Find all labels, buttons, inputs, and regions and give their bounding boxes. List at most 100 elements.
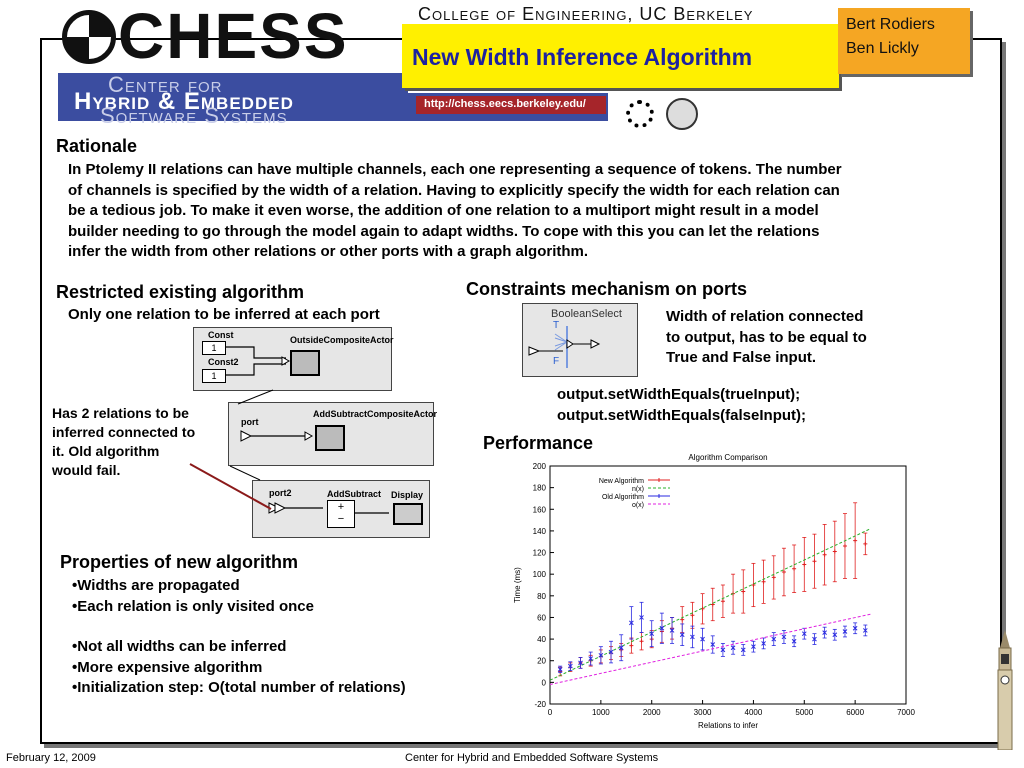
rationale-text: In Ptolemy II relations can have multipl… [68, 160, 968, 263]
data-point [832, 632, 838, 638]
y-tick-label: 120 [533, 549, 547, 558]
const-actor: 1 [202, 341, 226, 355]
data-point [812, 559, 817, 564]
chess-logo-icon [62, 10, 116, 64]
chart-title: Algorithm Comparison [688, 453, 767, 462]
plus-sign: + [337, 501, 345, 513]
data-point [608, 649, 614, 655]
restricted-heading: Restricted existing algorithm [56, 282, 305, 302]
center-name-line3: Software Systems [100, 103, 288, 128]
campanile-tower-icon [997, 630, 1013, 750]
x-tick-label: 4000 [745, 708, 763, 717]
chess-url-link[interactable]: http://chess.eecs.berkeley.edu/ [424, 98, 586, 110]
rationale-line: be a tedious job. To make it even worse,… [68, 202, 819, 219]
data-point [781, 634, 787, 640]
desc-line: to output, has to be equal to [666, 328, 867, 346]
footer-center: Center for Hybrid and Embedded Software … [405, 752, 659, 764]
url-bar [416, 96, 606, 114]
rationale-line: of channels is specified by the width of… [68, 181, 840, 199]
y-axis-label: Time (ms) [513, 567, 522, 603]
y-tick-label: 100 [533, 570, 547, 579]
data-point [690, 613, 695, 618]
data-point [690, 634, 695, 640]
data-point [679, 632, 685, 638]
x-tick-label: 3000 [694, 708, 712, 717]
data-point [761, 641, 766, 646]
addsubtract-actor: + − [327, 500, 355, 528]
y-tick-label: 0 [542, 678, 547, 687]
addsubtract-label: AddSubtract [327, 489, 381, 499]
list-item: •Each relation is only visited once [72, 597, 314, 615]
data-point [730, 645, 736, 651]
list-item: •Initialization step: O(total number of … [72, 679, 406, 696]
data-point [639, 639, 644, 644]
const2-label: Const2 [208, 357, 239, 367]
data-point [832, 549, 837, 554]
data-point [578, 660, 583, 666]
data-point [792, 566, 797, 571]
constraints-code: output.setWidthEquals(trueInput); output… [557, 385, 806, 426]
properties-heading: Properties of new algorithm [60, 552, 299, 572]
data-point [649, 631, 655, 637]
const-label: Const [208, 330, 234, 340]
connection-lines [268, 502, 389, 514]
data-point [863, 541, 868, 546]
false-port-label: F [553, 356, 560, 367]
list-item: •Widths are propagated [72, 577, 240, 594]
inner-model-diagram: port2 AddSubtract Display + − [252, 480, 430, 538]
rationale-line: In Ptolemy II relations can have multipl… [68, 161, 842, 178]
data-point [700, 636, 705, 642]
constraints-heading: Constraints mechanism on ports [466, 279, 748, 299]
display-actor-icon [393, 503, 423, 525]
code-line: output.setWidthEquals(trueInput); [557, 386, 801, 403]
data-point [720, 599, 725, 604]
connection-lines [240, 430, 314, 442]
gear-seal-icon [626, 100, 654, 128]
data-point [771, 636, 777, 642]
author-name: Ben Lickly [846, 40, 919, 57]
x-axis-label: Relations to infer [698, 721, 758, 730]
author-name: Bert Rodiers [846, 16, 935, 33]
legend-label: New Algorithm [599, 478, 644, 485]
legend-label: n(x) [632, 486, 644, 493]
performance-heading: Performance [483, 433, 594, 453]
data-point [751, 644, 756, 650]
data-point [852, 625, 858, 631]
connection-lines [225, 346, 291, 376]
y-tick-label: 140 [533, 527, 547, 536]
data-point [761, 579, 766, 584]
data-point [781, 570, 786, 575]
y-tick-label: 60 [537, 613, 546, 622]
data-point [629, 620, 634, 626]
outside-composite-diagram: Const 1 Const2 1 OutsideCompositeActor [193, 327, 394, 391]
booleanselect-ports [528, 326, 601, 368]
x-tick-label: 7000 [897, 708, 915, 717]
old-algorithm-note: Has 2 relations to be inferred connected… [52, 404, 195, 480]
display-label: Display [391, 490, 424, 500]
note-line: it. Old algorithm [52, 443, 160, 459]
outside-composite-label: OutsideCompositeActor [290, 335, 394, 345]
booleanselect-diagram: BooleanSelect T F [522, 303, 638, 377]
data-point [659, 625, 665, 631]
const2-actor: 1 [202, 369, 226, 383]
chess-logo-text: CHESS [118, 0, 349, 72]
port-label: port [241, 417, 259, 427]
center-name-line1: Center for [108, 72, 223, 97]
x-tick-label: 2000 [643, 708, 661, 717]
booleanselect-label: BooleanSelect [551, 308, 622, 320]
university-seal-icon [666, 98, 698, 130]
page-title: New Width Inference Algorithm [412, 44, 753, 70]
data-point [812, 636, 817, 642]
header-blue-band [58, 73, 408, 121]
authors-box: Bert Rodiers Ben Lickly [838, 8, 970, 74]
data-point [557, 667, 563, 672]
code-line: output.setWidthEquals(falseInput); [557, 406, 807, 424]
note-line: inferred connected to [52, 424, 196, 440]
data-point [710, 642, 716, 647]
rationale-heading: Rationale [56, 136, 138, 156]
data-point [842, 544, 847, 549]
data-point [862, 628, 868, 633]
note-line: would fail. [52, 462, 121, 478]
data-point [588, 656, 594, 661]
data-point [567, 663, 573, 669]
